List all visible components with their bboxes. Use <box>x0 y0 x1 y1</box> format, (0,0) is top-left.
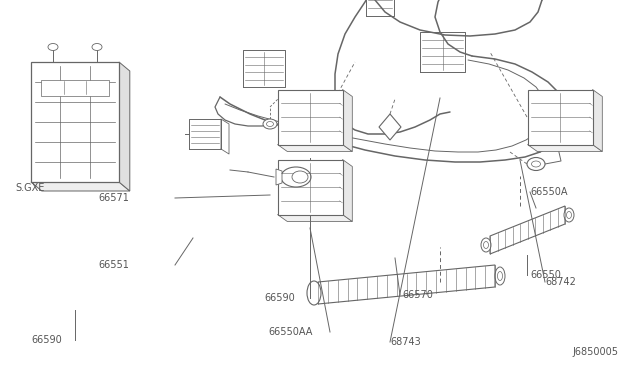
Text: 66551: 66551 <box>98 260 129 270</box>
Polygon shape <box>342 90 352 151</box>
Text: 66550A: 66550A <box>530 187 568 197</box>
Ellipse shape <box>483 241 488 248</box>
Ellipse shape <box>263 119 277 129</box>
Text: J6850005: J6850005 <box>572 347 618 357</box>
Bar <box>41 80 109 96</box>
Text: S.GXE: S.GXE <box>15 183 44 193</box>
Ellipse shape <box>266 122 273 126</box>
Polygon shape <box>276 169 282 185</box>
Text: 66550AA: 66550AA <box>268 327 312 337</box>
Text: 66571: 66571 <box>98 193 129 203</box>
Polygon shape <box>379 114 401 140</box>
Text: 68742: 68742 <box>545 277 576 287</box>
Ellipse shape <box>531 161 541 167</box>
Ellipse shape <box>281 167 311 187</box>
Ellipse shape <box>92 44 102 51</box>
Polygon shape <box>31 182 130 191</box>
Ellipse shape <box>564 208 574 222</box>
Polygon shape <box>527 90 593 144</box>
Polygon shape <box>278 90 342 144</box>
Polygon shape <box>318 265 495 304</box>
Ellipse shape <box>497 272 502 280</box>
Polygon shape <box>278 160 342 215</box>
Polygon shape <box>593 90 602 151</box>
Polygon shape <box>278 144 352 151</box>
Text: 66590: 66590 <box>264 293 296 303</box>
Text: 68743: 68743 <box>390 337 420 347</box>
Ellipse shape <box>48 44 58 51</box>
Text: 66570: 66570 <box>402 290 433 300</box>
Text: 66550: 66550 <box>530 270 561 280</box>
Ellipse shape <box>527 157 545 170</box>
Text: 66590: 66590 <box>31 335 61 345</box>
Ellipse shape <box>495 267 505 285</box>
Polygon shape <box>342 160 352 221</box>
Ellipse shape <box>481 238 491 252</box>
Ellipse shape <box>566 212 572 218</box>
Ellipse shape <box>292 171 308 183</box>
Polygon shape <box>31 62 119 182</box>
Polygon shape <box>490 206 565 254</box>
Polygon shape <box>278 215 352 221</box>
Ellipse shape <box>307 281 321 305</box>
Polygon shape <box>527 144 602 151</box>
Polygon shape <box>119 62 130 191</box>
